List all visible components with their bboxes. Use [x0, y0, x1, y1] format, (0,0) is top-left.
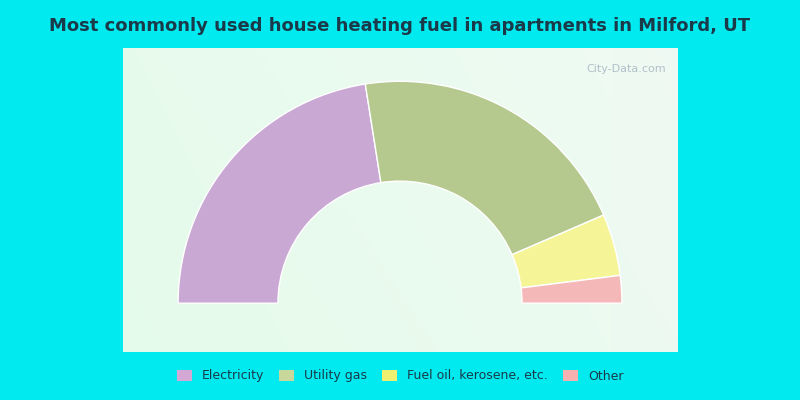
Text: City-Data.com: City-Data.com: [586, 64, 666, 74]
Wedge shape: [178, 84, 381, 303]
Text: Most commonly used house heating fuel in apartments in Milford, UT: Most commonly used house heating fuel in…: [50, 17, 750, 35]
Wedge shape: [512, 215, 620, 288]
Wedge shape: [366, 81, 604, 255]
Legend: Electricity, Utility gas, Fuel oil, kerosene, etc., Other: Electricity, Utility gas, Fuel oil, kero…: [177, 370, 623, 382]
Wedge shape: [521, 275, 622, 303]
